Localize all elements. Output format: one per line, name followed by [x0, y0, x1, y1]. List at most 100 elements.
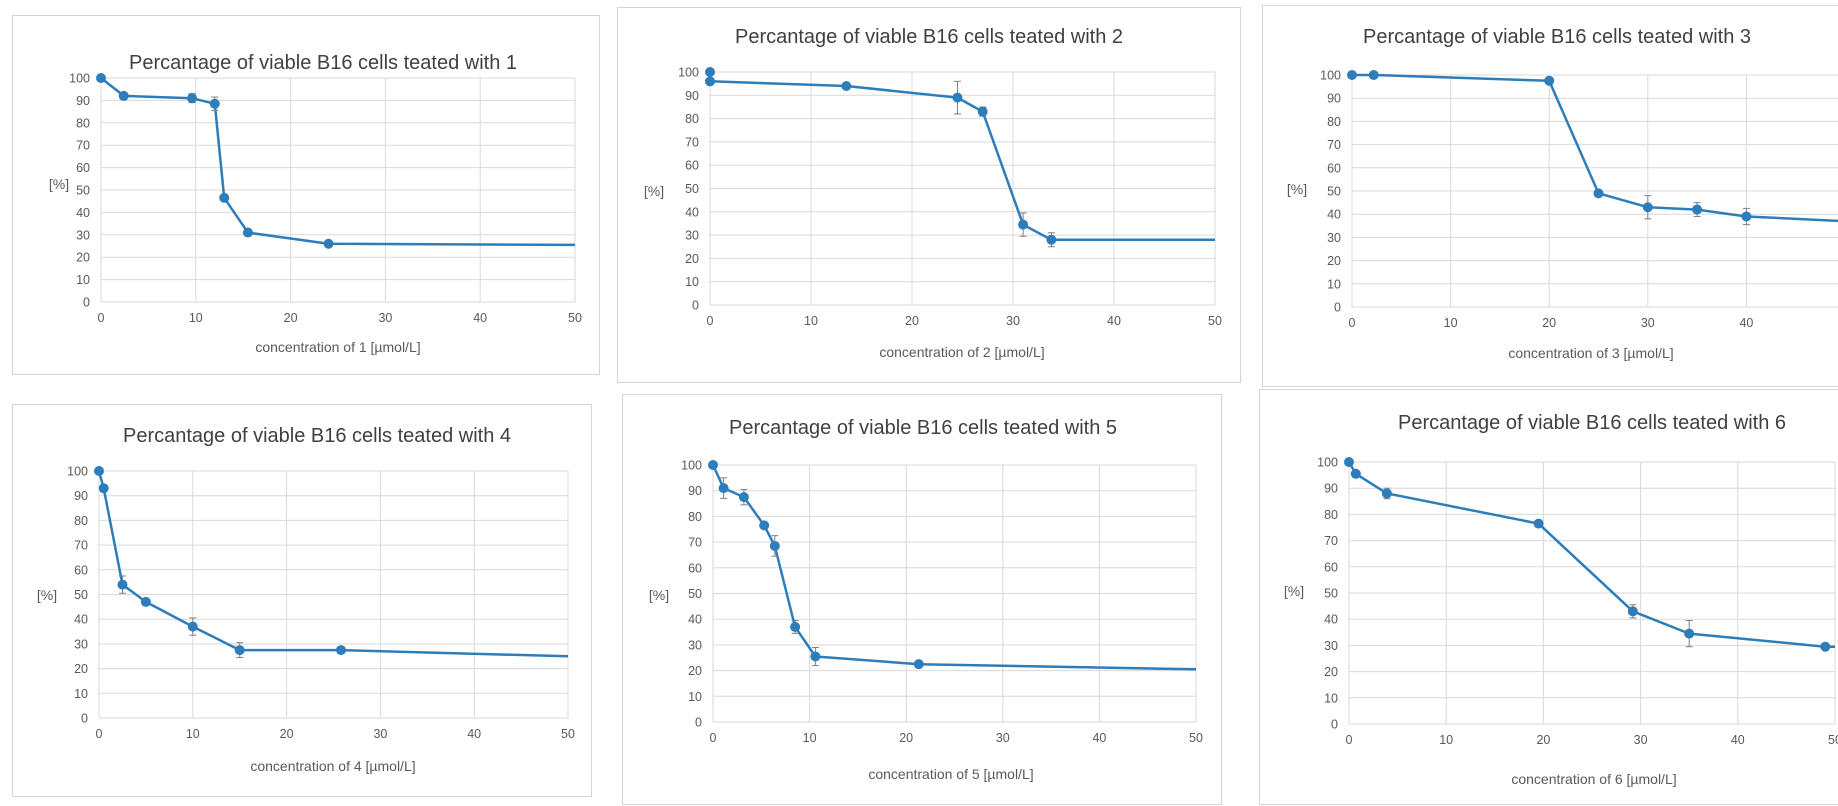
series-line — [100, 77, 575, 247]
data-point — [1533, 518, 1544, 529]
data-point — [718, 483, 729, 494]
x-tick-label: 20 — [1536, 733, 1550, 747]
y-tick-label: 30 — [1327, 231, 1341, 245]
y-tick-label: 50 — [74, 588, 88, 602]
chart-5-svg: Percantage of viable B16 cells teated wi… — [649, 417, 1203, 782]
series-line — [1352, 73, 1838, 223]
x-tick-label: 10 — [1444, 316, 1458, 330]
y-tick-label: 100 — [67, 465, 88, 479]
y-tick-label: 60 — [688, 561, 702, 575]
y-tick-label: 60 — [1327, 161, 1341, 175]
data-point — [1741, 211, 1752, 222]
data-point — [841, 80, 852, 91]
y-tick-label: 10 — [76, 273, 90, 287]
data-point — [977, 106, 988, 117]
x-axis-label: concentration of 2 [µmol/L] — [879, 344, 1044, 360]
data-point — [1381, 488, 1392, 499]
y-axis-label: [%] — [649, 587, 669, 603]
y-axis-label: [%] — [1284, 583, 1304, 599]
y-tick-label: 30 — [1324, 639, 1338, 653]
y-tick-label: 30 — [76, 228, 90, 242]
plot-area: 0 10 20 30 40 50 60 70 80 90 100 0 10 20 30 40 50 — [678, 66, 1222, 329]
y-tick-label: 20 — [1327, 254, 1341, 268]
y-tick-label: 80 — [1324, 508, 1338, 522]
x-tick-label: 10 — [186, 727, 200, 741]
chart-title: Percantage of viable B16 cells teated wi… — [123, 425, 511, 447]
y-tick-label: 50 — [688, 587, 702, 601]
y-tick-label: 50 — [76, 184, 90, 198]
x-tick-label: 50 — [1189, 731, 1203, 745]
y-tick-label: 60 — [685, 159, 699, 173]
chart-panel-3: Percantage of viable B16 cells teated wi… — [1262, 5, 1838, 387]
data-point — [1350, 468, 1361, 479]
x-tick-label: 20 — [905, 314, 919, 328]
data-point — [98, 483, 109, 494]
x-tick-label: 30 — [996, 731, 1010, 745]
data-point — [323, 238, 334, 249]
y-tick-label: 10 — [1327, 277, 1341, 291]
x-tick-label: 40 — [467, 727, 481, 741]
x-tick-label: 0 — [96, 727, 103, 741]
chart-panel-6: Percantage of viable B16 cells teated wi… — [1259, 389, 1838, 805]
data-point — [118, 90, 129, 101]
data-point — [94, 466, 104, 476]
y-tick-label: 100 — [1317, 456, 1338, 470]
data-point — [738, 492, 749, 503]
x-axis-label: concentration of 3 [µmol/L] — [1508, 345, 1673, 361]
y-tick-label: 20 — [688, 664, 702, 678]
x-axis-label: concentration of 1 [µmol/L] — [255, 339, 420, 355]
y-tick-label: 80 — [1327, 115, 1341, 129]
x-tick-label: 50 — [1208, 314, 1222, 328]
y-tick-label: 0 — [1334, 301, 1341, 315]
y-tick-label: 100 — [69, 72, 90, 86]
data-point — [705, 76, 715, 87]
data-point — [140, 596, 151, 607]
data-point — [187, 621, 198, 632]
y-tick-label: 20 — [76, 251, 90, 265]
data-point — [1692, 204, 1703, 215]
plot-area: 0 10 20 30 40 50 60 70 80 90 100 0 10 20 30 40 50 — [681, 459, 1203, 746]
data-point — [96, 73, 106, 83]
x-tick-label: 10 — [803, 731, 817, 745]
y-axis-label: [%] — [644, 183, 664, 199]
data-point — [790, 621, 801, 632]
x-tick-label: 10 — [1439, 733, 1453, 747]
chart-4-svg: Percantage of viable B16 cells teated wi… — [37, 425, 575, 774]
data-point — [1627, 606, 1638, 617]
x-tick-label: 40 — [473, 311, 487, 325]
data-point — [1046, 234, 1057, 245]
x-tick-label: 40 — [1092, 731, 1106, 745]
y-tick-label: 100 — [678, 66, 699, 80]
x-tick-label: 20 — [284, 311, 298, 325]
x-tick-label: 0 — [710, 731, 717, 745]
x-tick-label: 50 — [1828, 733, 1838, 747]
x-tick-label: 0 — [707, 314, 714, 328]
chart-panel-1: Percantage of viable B16 cells teated wi… — [12, 15, 600, 375]
y-tick-label: 40 — [685, 205, 699, 219]
y-axis-label: [%] — [37, 587, 57, 603]
x-tick-label: 40 — [1739, 316, 1753, 330]
chart-1-svg: Percantage of viable B16 cells teated wi… — [49, 52, 582, 355]
data-point — [1544, 75, 1555, 86]
y-tick-label: 20 — [685, 252, 699, 266]
y-tick-label: 0 — [83, 296, 90, 310]
x-tick-label: 50 — [561, 727, 575, 741]
y-tick-label: 60 — [74, 563, 88, 577]
x-tick-label: 20 — [899, 731, 913, 745]
data-point — [1642, 202, 1653, 213]
y-tick-label: 70 — [74, 539, 88, 553]
y-tick-label: 80 — [685, 112, 699, 126]
data-point — [810, 651, 821, 662]
y-tick-label: 70 — [76, 139, 90, 153]
x-tick-label: 40 — [1107, 314, 1121, 328]
data-point — [708, 460, 718, 470]
y-tick-label: 100 — [681, 459, 702, 473]
x-axis-label: concentration of 4 [µmol/L] — [250, 758, 415, 774]
y-tick-label: 0 — [81, 712, 88, 726]
y-tick-label: 30 — [685, 229, 699, 243]
x-tick-label: 10 — [189, 311, 203, 325]
chart-title: Percantage of viable B16 cells teated wi… — [129, 52, 517, 74]
y-tick-label: 40 — [688, 613, 702, 627]
data-point — [1347, 70, 1357, 80]
y-tick-label: 90 — [688, 484, 702, 498]
